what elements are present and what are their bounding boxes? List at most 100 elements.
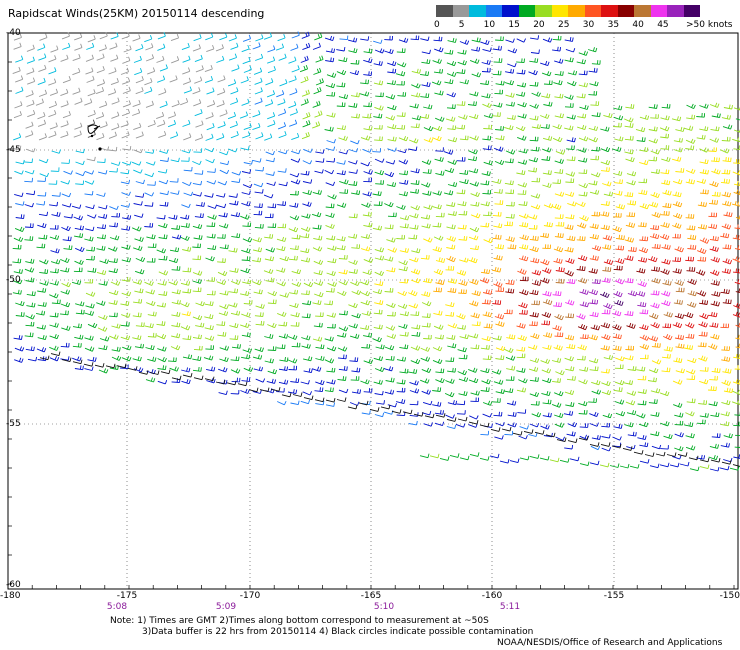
wind-barb <box>133 169 143 174</box>
wind-barb <box>672 179 683 185</box>
wind-barb <box>385 94 396 100</box>
wind-barb <box>339 35 349 41</box>
wind-barb <box>300 233 310 239</box>
wind-barb <box>720 232 730 239</box>
wind-barb <box>241 256 251 261</box>
wind-barb <box>686 398 696 404</box>
wind-barb <box>228 193 238 198</box>
wind-barb <box>121 244 131 250</box>
wind-barb <box>252 110 261 118</box>
wind-barb <box>729 466 740 471</box>
wind-barb <box>506 334 516 340</box>
wind-barb <box>193 345 203 351</box>
wind-barb <box>255 166 264 172</box>
wind-barb <box>243 65 252 73</box>
wind-barb <box>699 313 709 320</box>
wind-barb <box>326 72 337 78</box>
wind-barb <box>373 355 384 362</box>
wind-barb <box>369 407 380 412</box>
wind-barb <box>505 355 516 361</box>
wind-barb <box>482 400 493 406</box>
wind-barb <box>613 115 624 121</box>
wind-barb <box>384 35 393 41</box>
wind-barb <box>483 124 492 130</box>
wind-barb <box>157 357 167 363</box>
wind-barb <box>336 236 346 242</box>
wind-barb <box>420 214 431 220</box>
wind-barb <box>385 377 395 383</box>
wind-barb <box>468 257 478 264</box>
wind-barb <box>391 409 402 414</box>
wind-barb <box>495 355 505 361</box>
wind-barb <box>480 430 490 436</box>
wind-barb <box>518 378 528 384</box>
wind-barb <box>277 311 287 317</box>
wind-barb <box>302 201 312 207</box>
wind-barb <box>121 225 131 231</box>
wind-barb <box>194 213 204 219</box>
wind-barb <box>289 173 300 178</box>
wind-barb <box>348 269 358 274</box>
wind-barb <box>374 255 385 261</box>
wind-barb <box>74 233 84 238</box>
wind-barb <box>471 46 481 52</box>
wind-barb <box>135 131 144 139</box>
wind-barb <box>439 456 450 461</box>
wind-barb <box>314 33 323 41</box>
wind-barb <box>170 345 181 351</box>
wind-barb <box>387 68 397 74</box>
wind-barb <box>519 234 529 241</box>
wind-barb <box>480 39 490 46</box>
wind-barb <box>216 133 225 141</box>
wind-barb <box>446 334 456 340</box>
wind-barb <box>647 256 658 263</box>
wind-barb <box>517 335 527 342</box>
wind-barb <box>290 43 299 51</box>
wind-barb <box>360 246 371 252</box>
wind-barb <box>397 92 407 97</box>
wind-barb <box>24 332 34 338</box>
wind-barb <box>216 203 227 209</box>
wind-barb <box>157 43 166 51</box>
wind-barb <box>554 391 564 397</box>
wind-barb <box>144 35 153 43</box>
wind-barb <box>528 157 539 163</box>
wind-barb <box>360 325 370 331</box>
wind-barb <box>459 257 469 263</box>
wind-barb <box>109 235 120 241</box>
wind-barb <box>564 270 574 277</box>
wind-barb <box>686 375 696 380</box>
wind-barb <box>253 289 263 295</box>
wind-barb <box>410 92 421 98</box>
wind-barb <box>312 246 323 252</box>
wind-barb <box>207 214 217 220</box>
wind-barb <box>289 215 300 221</box>
wind-barb <box>650 322 660 329</box>
wind-barb <box>156 111 165 120</box>
wind-barb <box>230 131 239 139</box>
wind-barb <box>684 422 694 428</box>
wind-barb <box>39 355 50 361</box>
wind-barb <box>517 113 527 119</box>
wind-barb <box>219 169 230 175</box>
wind-barb <box>87 110 96 118</box>
wind-barb <box>156 248 167 254</box>
wind-barb <box>116 363 127 369</box>
wind-barb <box>529 289 539 296</box>
wind-barb <box>75 171 86 177</box>
wind-barb <box>591 435 601 440</box>
wind-barb <box>447 137 458 143</box>
wind-barb <box>374 366 385 373</box>
wind-barb <box>447 287 457 293</box>
wind-barb <box>434 421 445 427</box>
wind-barb <box>409 213 419 219</box>
wind-barb <box>375 92 384 98</box>
wind-barb <box>722 299 732 305</box>
wind-barb <box>590 445 601 451</box>
wind-barb <box>373 39 383 44</box>
wind-barb <box>556 437 567 443</box>
wind-barb <box>267 56 276 64</box>
wind-barb <box>13 42 22 50</box>
wind-barb <box>217 88 226 96</box>
wind-speed-legend: 0 5 10 15 20 25 30 35 40 45 >50 knots <box>434 5 736 33</box>
